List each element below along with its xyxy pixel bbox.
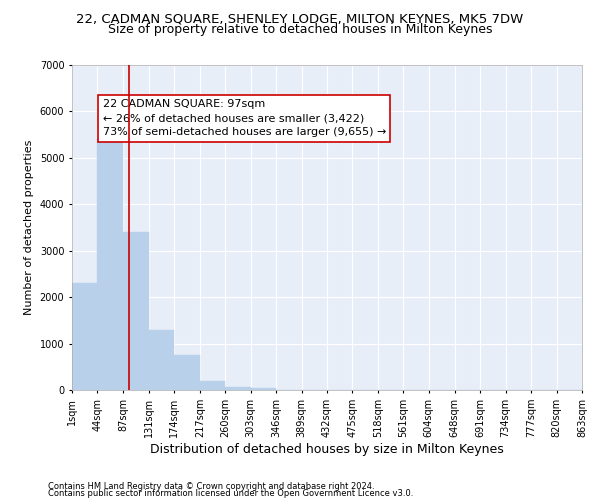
Y-axis label: Number of detached properties: Number of detached properties xyxy=(24,140,34,315)
Bar xyxy=(123,232,149,390)
Text: Contains public sector information licensed under the Open Government Licence v3: Contains public sector information licen… xyxy=(48,489,413,498)
Text: 22 CADMAN SQUARE: 97sqm
← 26% of detached houses are smaller (3,422)
73% of semi: 22 CADMAN SQUARE: 97sqm ← 26% of detache… xyxy=(103,99,386,137)
Bar xyxy=(251,388,276,390)
X-axis label: Distribution of detached houses by size in Milton Keynes: Distribution of detached houses by size … xyxy=(150,442,504,456)
Text: Size of property relative to detached houses in Milton Keynes: Size of property relative to detached ho… xyxy=(108,22,492,36)
Bar xyxy=(175,355,200,390)
Bar xyxy=(72,283,97,390)
Bar xyxy=(200,381,225,390)
Bar xyxy=(149,330,175,390)
Text: 22, CADMAN SQUARE, SHENLEY LODGE, MILTON KEYNES, MK5 7DW: 22, CADMAN SQUARE, SHENLEY LODGE, MILTON… xyxy=(76,12,524,26)
Bar xyxy=(225,386,251,390)
Text: Contains HM Land Registry data © Crown copyright and database right 2024.: Contains HM Land Registry data © Crown c… xyxy=(48,482,374,491)
Bar xyxy=(97,140,123,390)
